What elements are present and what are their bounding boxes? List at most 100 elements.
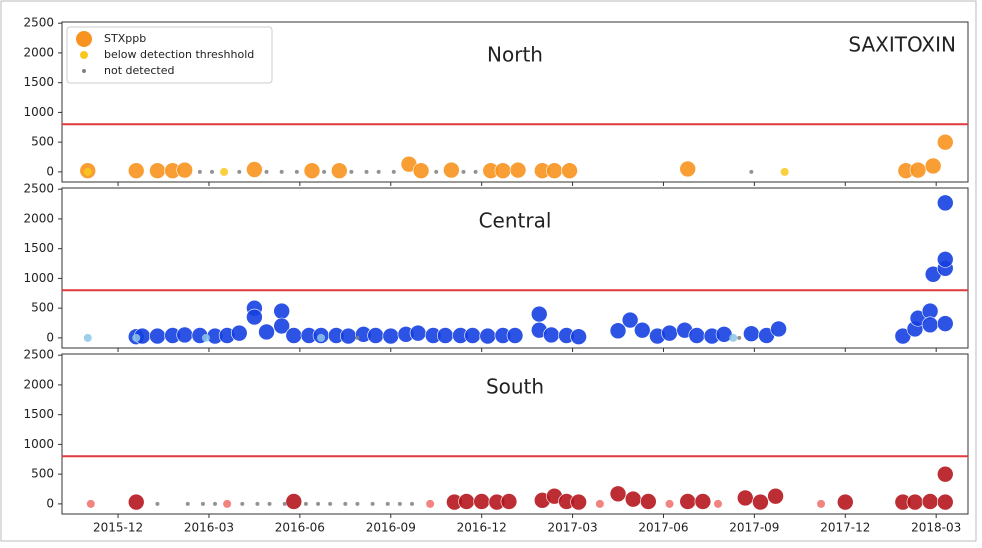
y-tick-label: 0 (46, 164, 54, 178)
data-point (780, 167, 789, 176)
data-point (364, 169, 369, 174)
data-point (665, 499, 674, 508)
data-point (149, 327, 166, 345)
y-tick-label: 0 (46, 496, 54, 510)
data-point (409, 324, 427, 342)
data-point (437, 327, 454, 344)
data-point (282, 501, 287, 506)
data-point (264, 169, 269, 174)
data-point (543, 326, 560, 344)
data-point (609, 322, 627, 340)
data-point (679, 493, 697, 510)
data-point (328, 501, 333, 506)
data-point (936, 251, 954, 268)
x-tick-label: 2017-03 (548, 521, 598, 535)
data-point (273, 317, 290, 335)
data-point (640, 493, 657, 510)
data-point (770, 320, 787, 338)
data-point (688, 327, 706, 344)
data-point (715, 326, 733, 343)
data-point (246, 308, 263, 326)
data-point (836, 493, 854, 511)
data-point (376, 169, 381, 174)
data-point (412, 162, 430, 179)
plot-frame (61, 187, 969, 349)
data-point (200, 501, 205, 506)
y-tick-label: 1500 (23, 75, 54, 89)
data-point (385, 501, 390, 506)
legend-marker (76, 31, 92, 47)
data-point (500, 493, 518, 510)
data-point (86, 499, 95, 508)
data-point (132, 333, 141, 342)
data-point (426, 499, 435, 508)
data-point (391, 169, 396, 174)
panel-title: Central (479, 209, 552, 233)
data-point (340, 327, 357, 345)
data-point (434, 169, 439, 174)
data-point (382, 327, 400, 345)
data-point (714, 499, 723, 508)
data-point (149, 162, 166, 179)
data-point (355, 501, 360, 506)
legend-label: STXppb (104, 32, 146, 45)
data-point (303, 501, 308, 506)
y-tick-label: 1500 (23, 407, 54, 421)
data-point (936, 493, 954, 511)
legend-box (66, 26, 273, 84)
x-tick-label: 2016-09 (366, 521, 416, 535)
data-point (230, 324, 248, 342)
y-tick-label: 1000 (23, 105, 54, 119)
legend-label: below detection threshhold (104, 48, 254, 61)
data-point (267, 501, 272, 506)
data-point (921, 493, 939, 510)
data-point (679, 160, 697, 178)
data-point (506, 327, 524, 344)
data-point (464, 327, 481, 344)
data-point (258, 323, 275, 341)
y-tick-label: 1500 (23, 241, 54, 255)
data-point (817, 499, 826, 508)
y-tick-label: 1000 (23, 437, 54, 451)
data-point (83, 333, 92, 342)
plot-frame (61, 353, 969, 515)
data-point (461, 169, 466, 174)
data-point (273, 302, 290, 320)
legend-label: not detected (104, 64, 174, 77)
data-point (530, 305, 548, 323)
data-point (397, 501, 402, 506)
data-point (906, 493, 924, 511)
data-point (279, 169, 284, 174)
data-point (729, 333, 738, 342)
y-tick-label: 2000 (23, 211, 54, 225)
data-point (317, 333, 326, 342)
legend-marker (80, 51, 88, 59)
data-point (285, 327, 303, 344)
data-point (921, 316, 939, 334)
panel-title: South (486, 375, 544, 399)
y-tick-label: 2000 (23, 377, 54, 391)
data-point (255, 501, 260, 506)
data-point (330, 162, 348, 179)
data-point (749, 169, 754, 174)
y-tick-label: 2500 (23, 182, 54, 196)
data-point (240, 501, 245, 506)
data-point (209, 169, 214, 174)
data-point (473, 493, 490, 510)
data-point (621, 311, 639, 329)
x-tick-label: 2017-12 (820, 521, 870, 535)
data-point (316, 501, 321, 506)
y-tick-label: 500 (31, 467, 54, 481)
x-tick-label: 2017-09 (729, 521, 779, 535)
data-point (473, 169, 478, 174)
data-point (936, 465, 954, 483)
data-point (570, 328, 587, 345)
data-point (367, 327, 384, 344)
data-point (213, 501, 218, 506)
data-point (609, 485, 627, 503)
data-point (322, 169, 327, 174)
data-point (176, 326, 194, 344)
data-point (343, 501, 348, 506)
